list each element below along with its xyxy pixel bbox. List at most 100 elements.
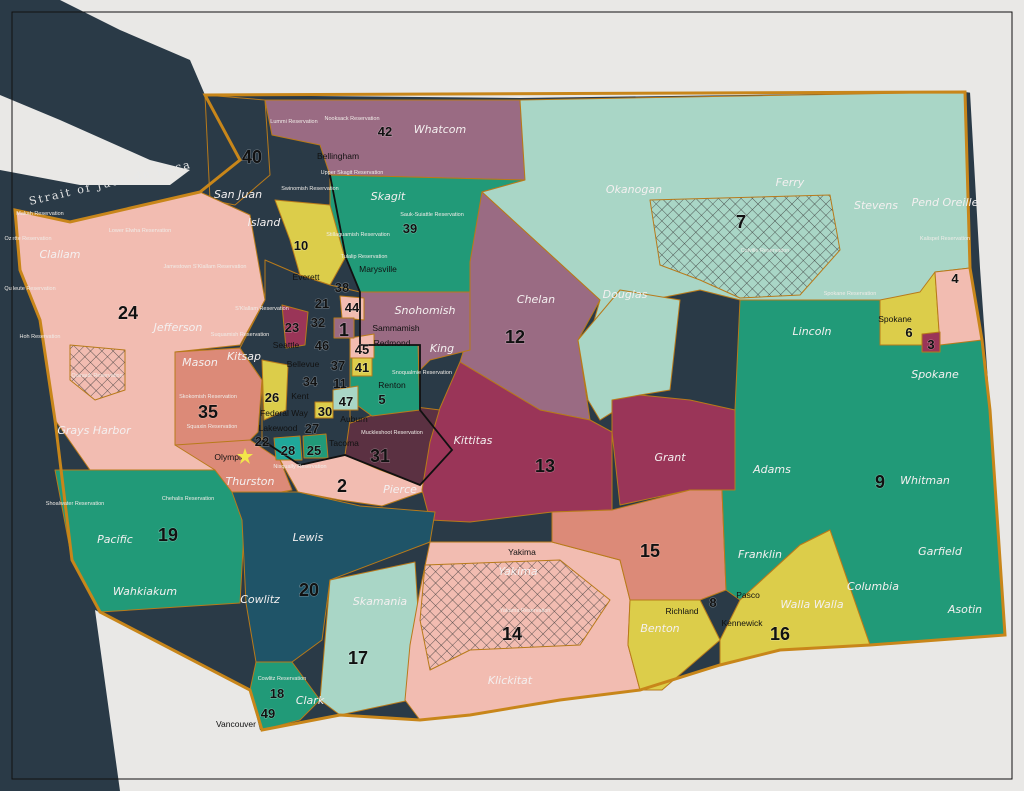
district-23-area[interactable] <box>281 304 309 349</box>
state-border <box>13 90 1007 732</box>
city-label: Auburn <box>340 414 368 424</box>
city-label: Kent <box>291 391 309 401</box>
reservation-label: Lummi Reservation <box>270 119 317 125</box>
city-label: Redmond <box>374 338 411 348</box>
district-number: 9 <box>875 472 885 492</box>
districts-layer <box>13 90 1007 732</box>
district-1-area[interactable] <box>333 317 355 339</box>
county-label: Cowlitz <box>240 593 280 606</box>
county-label: Columbia <box>847 580 899 593</box>
city-label: Bellevue <box>287 359 320 369</box>
district-15-area[interactable] <box>551 489 727 601</box>
grant-area[interactable] <box>611 394 736 506</box>
city-label: Spokane <box>878 314 912 324</box>
reservation-label: Ozette Reservation <box>4 236 51 242</box>
district-number: 46 <box>315 338 329 353</box>
county-label: Walla Walla <box>780 598 843 611</box>
district-number: 12 <box>505 327 525 347</box>
reservation-label: Makah Reservation <box>16 211 63 217</box>
district-22-area[interactable] <box>174 439 293 501</box>
district-number: 20 <box>299 580 319 600</box>
district-number: 25 <box>307 443 321 458</box>
county-label: Pierce <box>383 483 417 496</box>
county-label: Kittitas <box>454 434 493 447</box>
city-label: Seattle <box>273 340 300 350</box>
district-number: 22 <box>255 434 269 449</box>
douglas-area[interactable] <box>577 289 681 421</box>
district-17-area[interactable] <box>319 561 421 716</box>
district-number: 27 <box>305 421 319 436</box>
county-label: Snohomish <box>395 304 456 317</box>
county-label: Douglas <box>603 288 648 301</box>
reservation-label: Squaxin Reservation <box>187 424 238 430</box>
city-labels: Bellingham Everett Marysville Seattle Be… <box>214 151 912 729</box>
district-41-area[interactable] <box>351 357 373 377</box>
county-label: Wahkiakum <box>113 585 177 598</box>
county-label: Franklin <box>738 548 782 561</box>
district-number: 5 <box>378 392 385 407</box>
district-number: 49 <box>261 706 275 721</box>
district-number: 26 <box>265 390 279 405</box>
district-number: 2 <box>337 476 347 496</box>
county-label: Clallam <box>39 248 80 261</box>
county-labels: Whatcom San Juan Skagit Island Okanogan … <box>39 123 982 707</box>
district-8-area[interactable] <box>627 599 721 691</box>
district-number: 28 <box>281 443 295 458</box>
reservation-label: Skokomish Reservation <box>179 394 237 400</box>
district-45-area[interactable] <box>349 333 375 359</box>
county-label: Jefferson <box>152 321 203 334</box>
district-number: 10 <box>294 238 308 253</box>
reservation-label: Snoqualmie Reservation <box>392 370 452 376</box>
district-28-area[interactable] <box>273 435 303 461</box>
district-number: 6 <box>905 325 912 340</box>
district-30-area[interactable] <box>314 401 334 419</box>
district-number: 19 <box>158 525 178 545</box>
county-label: Yakima <box>498 565 538 578</box>
reservation-label: Nooksack Reservation <box>324 116 379 122</box>
district-44-area[interactable] <box>339 295 365 321</box>
city-label: Yakima <box>508 547 536 557</box>
county-label: Pacific <box>97 533 133 546</box>
district-number: 38 <box>335 280 349 295</box>
district-number: 39 <box>403 221 417 236</box>
yakama-reservation-hatch <box>419 559 611 671</box>
county-label: San Juan <box>214 188 262 201</box>
reservation-label: Hoh Reservation <box>20 334 61 340</box>
district-number: 18 <box>270 686 284 701</box>
reservation-labels: Lummi Reservation Nooksack Reservation U… <box>4 116 970 682</box>
city-label: Olympia <box>214 452 245 462</box>
district-number: 11 <box>333 376 347 391</box>
county-label: Pend Oreille <box>912 196 979 209</box>
city-label: Kennewick <box>721 618 763 628</box>
reservation-label: Upper Skagit Reservation <box>321 170 384 176</box>
district-number: 30 <box>318 404 332 419</box>
reservation-label: Sauk-Suiattle Reservation <box>400 212 464 218</box>
district-13-area[interactable] <box>421 361 613 523</box>
reservation-label: Yakama Reservation <box>500 608 551 614</box>
reservation-label: Stillaguamish Reservation <box>326 232 390 238</box>
reservation-label: Lower Elwha Reservation <box>109 228 171 234</box>
county-label: Grant <box>654 451 686 464</box>
city-label: Sammamish <box>372 323 420 333</box>
county-label: Island <box>248 216 282 229</box>
district-number: 7 <box>736 212 746 232</box>
district-number-labels: 1 2 3 4 5 6 7 8 9 10 11 12 13 14 15 16 1… <box>117 124 959 722</box>
city-label: Federal Way <box>260 408 309 418</box>
district-number: 8 <box>709 595 716 610</box>
city-label: Lakewood <box>259 423 298 433</box>
quinault-reservation-hatch <box>69 344 126 401</box>
county-label: Garfield <box>918 545 963 558</box>
city-label: Pasco <box>736 590 760 600</box>
district-number: 44 <box>345 300 360 315</box>
district-number: 47 <box>339 394 353 409</box>
canada-land <box>60 0 1024 100</box>
county-label: Lewis <box>293 531 324 544</box>
district-26-area[interactable] <box>261 359 289 421</box>
district-number: 31 <box>370 446 390 466</box>
map-frame <box>11 11 1013 780</box>
district-3-area[interactable] <box>921 331 941 353</box>
city-label: Tacoma <box>329 438 359 448</box>
district-20-area[interactable] <box>231 491 436 663</box>
